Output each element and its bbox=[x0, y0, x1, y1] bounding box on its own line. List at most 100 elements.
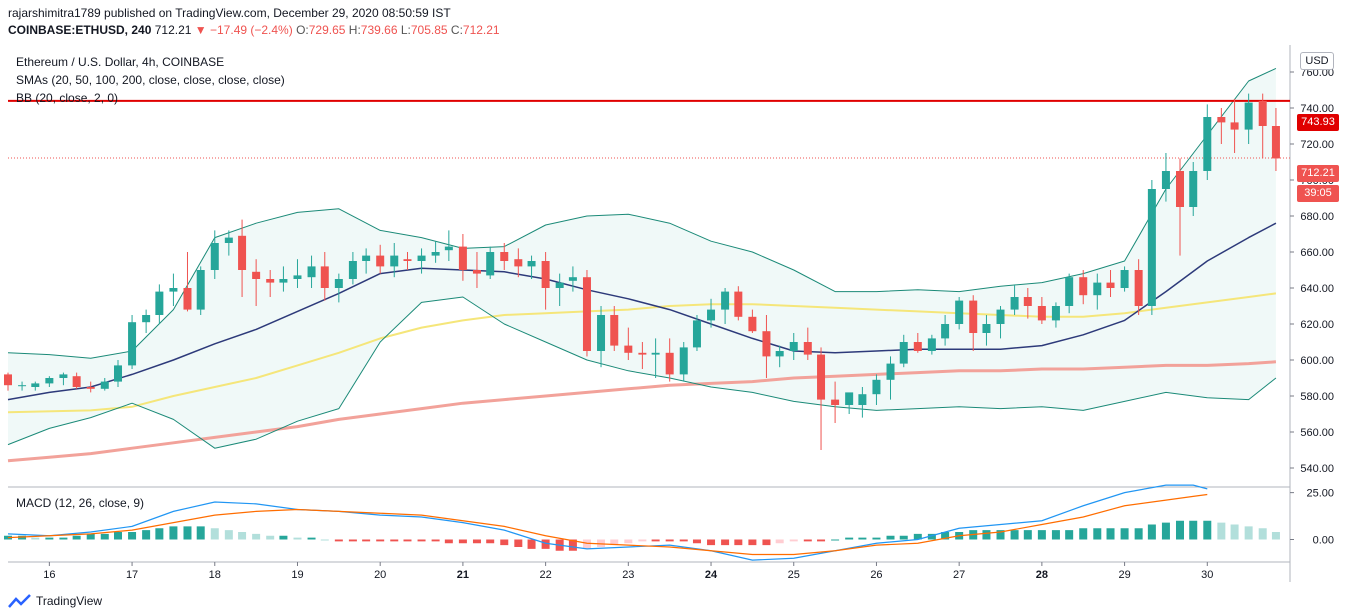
macd-histogram-bar bbox=[1203, 520, 1212, 540]
macd-histogram-bar bbox=[1120, 528, 1129, 540]
candle-body bbox=[1244, 102, 1253, 130]
sma200-line bbox=[7, 360, 1277, 463]
candle-body bbox=[59, 374, 68, 378]
macd-histogram-bar bbox=[1244, 526, 1253, 540]
candle-body bbox=[927, 338, 936, 351]
publisher-line: rajarshimitra1789 published on TradingVi… bbox=[8, 6, 451, 20]
price-tick-label: 560.00 bbox=[1300, 427, 1334, 439]
macd-histogram-bar bbox=[169, 526, 178, 540]
last-price-label: 712.21 bbox=[1297, 165, 1339, 182]
macd-histogram-bar bbox=[210, 528, 219, 540]
candle-body bbox=[390, 255, 399, 267]
close-label: C: bbox=[450, 23, 463, 37]
macd-histogram-bar bbox=[18, 535, 27, 540]
sma20-line bbox=[7, 222, 1277, 401]
candle-body bbox=[748, 316, 757, 332]
macd-histogram-bar bbox=[376, 539, 385, 542]
macd-histogram-bar bbox=[1079, 528, 1088, 540]
time-tick-label: 29 bbox=[1118, 569, 1130, 581]
macd-histogram-bar bbox=[845, 537, 854, 540]
candle-body bbox=[307, 266, 316, 278]
macd-histogram-bar bbox=[638, 539, 647, 542]
candle-body bbox=[789, 342, 798, 351]
price-tick-label: 720.00 bbox=[1300, 139, 1334, 151]
candle-body bbox=[872, 379, 881, 395]
candle-body bbox=[238, 235, 247, 270]
signal-line bbox=[7, 493, 1208, 556]
macd-histogram-bar bbox=[293, 537, 302, 540]
macd-line bbox=[7, 484, 1208, 561]
macd-histogram-bar bbox=[831, 539, 840, 541]
macd-histogram-bar bbox=[390, 539, 399, 542]
macd-histogram-bar bbox=[665, 539, 674, 542]
time-tick-label: 21 bbox=[457, 569, 469, 581]
candle-body bbox=[114, 365, 123, 382]
legend-title[interactable]: Ethereum / U.S. Dollar, 4h, COINBASE bbox=[16, 55, 225, 69]
bb-upper-line bbox=[7, 67, 1277, 359]
candle-body bbox=[707, 309, 716, 321]
price-tick-label: 620.00 bbox=[1300, 319, 1334, 331]
candle-body bbox=[417, 255, 426, 261]
candle-body bbox=[845, 392, 854, 405]
candle-body bbox=[913, 342, 922, 351]
footer[interactable]: TradingView bbox=[8, 594, 102, 608]
legend-smas[interactable]: SMAs (20, 50, 100, 200, close, close, cl… bbox=[16, 73, 285, 87]
candle-body bbox=[224, 237, 233, 243]
candle-body bbox=[1023, 297, 1032, 306]
macd-histogram-bar bbox=[431, 539, 440, 542]
macd-histogram-bar bbox=[1271, 532, 1280, 540]
macd-histogram-bar bbox=[252, 533, 261, 540]
candle-body bbox=[1230, 122, 1239, 130]
candle-body bbox=[1271, 126, 1280, 159]
macd-histogram-bar bbox=[86, 533, 95, 540]
candle-body bbox=[527, 261, 536, 267]
macd-histogram-bar bbox=[486, 539, 495, 544]
candle-body bbox=[1010, 297, 1019, 310]
macd-histogram-bar bbox=[1093, 528, 1102, 540]
macd-histogram-bar bbox=[775, 539, 784, 544]
macd-histogram-bar bbox=[748, 539, 757, 546]
macd-histogram-bar bbox=[31, 537, 40, 540]
bar-countdown-label: 39:05 bbox=[1297, 185, 1339, 202]
macd-histogram-bar bbox=[996, 530, 1005, 540]
candle-body bbox=[982, 324, 991, 333]
legend-macd[interactable]: MACD (12, 26, close, 9) bbox=[16, 496, 145, 510]
candle-body bbox=[18, 385, 27, 387]
macd-histogram-bar bbox=[1230, 524, 1239, 540]
macd-histogram-bar bbox=[279, 535, 288, 540]
macd-histogram-bar bbox=[320, 539, 329, 541]
candle-body bbox=[886, 363, 895, 380]
candle-body bbox=[1175, 171, 1184, 207]
candle-body bbox=[541, 261, 550, 288]
macd-histogram-bar bbox=[1134, 528, 1143, 540]
candle-body bbox=[1106, 282, 1115, 288]
candle-body bbox=[568, 277, 577, 281]
macd-histogram-bar bbox=[45, 537, 54, 540]
macd-histogram-bar bbox=[183, 526, 192, 540]
high-label: H: bbox=[348, 23, 361, 37]
candle-body bbox=[514, 259, 523, 267]
macd-histogram-bar bbox=[789, 539, 798, 542]
axes: 540.00 560.00 580.00 600.00 620.00 640.00 660.… bbox=[43, 67, 1334, 581]
macd-histogram-bar bbox=[1161, 522, 1170, 540]
candles bbox=[4, 93, 1280, 450]
candle-body bbox=[1120, 270, 1129, 288]
indicator-lines bbox=[7, 67, 1290, 463]
close-value: 712.21 bbox=[462, 23, 500, 37]
macd-histogram-bar bbox=[624, 539, 633, 544]
macd-histogram-bar bbox=[417, 539, 426, 542]
candle-body bbox=[721, 291, 730, 310]
currency-button[interactable]: USD bbox=[1300, 52, 1334, 70]
down-arrow-icon: ▼ bbox=[194, 23, 207, 37]
candle-body bbox=[444, 246, 453, 251]
time-tick-label: 28 bbox=[1036, 569, 1048, 581]
macd-histogram-bar bbox=[1106, 528, 1115, 540]
candle-body bbox=[817, 354, 826, 400]
legend-bb[interactable]: BB (20, close, 2, 0) bbox=[16, 91, 119, 105]
candle-body bbox=[472, 270, 481, 274]
candle-body bbox=[252, 271, 261, 279]
macd-histogram-bar bbox=[238, 532, 247, 540]
candle-body bbox=[128, 322, 137, 366]
candle-body bbox=[1258, 100, 1267, 126]
